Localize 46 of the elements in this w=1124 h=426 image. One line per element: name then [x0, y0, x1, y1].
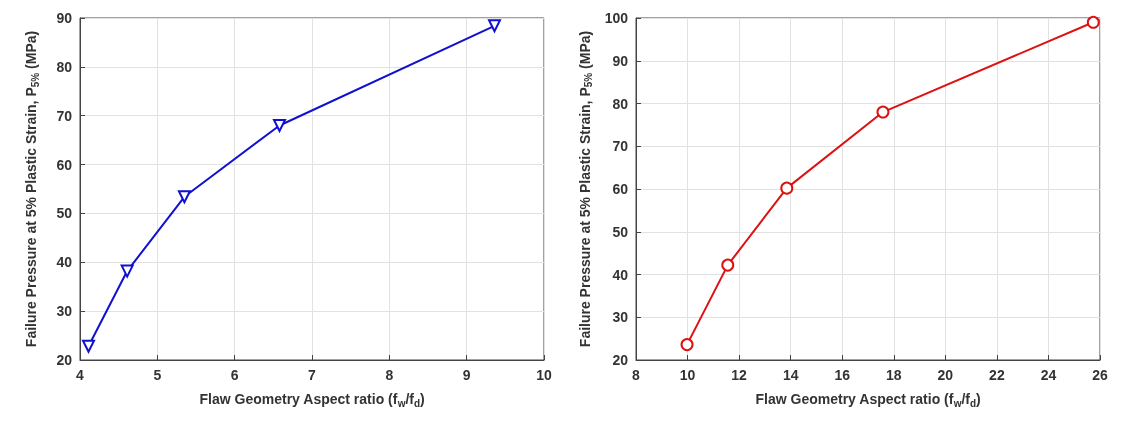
x-tick-label: 16 [834, 367, 851, 383]
y-tick-label: 40 [612, 266, 629, 283]
point [177, 190, 191, 204]
y-tick-label: 50 [612, 223, 629, 240]
point [1086, 15, 1100, 29]
x-tick-label: 14 [782, 367, 799, 383]
y-axis-title: Failure Pressure at 5% Plastic Strain, P5% (MPa) [576, 30, 595, 348]
y-tick-label: 80 [612, 95, 629, 112]
y-tick-label: 70 [56, 107, 73, 124]
x-tick-label: 22 [989, 367, 1005, 383]
point [273, 118, 287, 132]
y-tick-label: 30 [612, 309, 629, 326]
x-tick-label: 6 [230, 367, 239, 383]
y-tick-label: 30 [56, 303, 73, 320]
y-tick-label: 60 [56, 156, 73, 173]
y-tick-label: 60 [612, 181, 629, 197]
y-tick-label: 90 [612, 52, 629, 69]
point [680, 338, 694, 352]
y-tick-label: 90 [56, 10, 73, 26]
x-tick-label: 5 [153, 367, 162, 383]
y-tick-label: 40 [56, 254, 73, 271]
point [82, 339, 96, 353]
y-tick-label: 100 [604, 10, 629, 26]
point [488, 19, 502, 33]
x-tick-label: 10 [536, 367, 552, 383]
x-tick-label: 8 [632, 367, 641, 383]
x-tick-label: 4 [76, 367, 85, 383]
y-tick-label: 20 [56, 352, 73, 368]
x-tick-label: 7 [308, 367, 317, 383]
x-tick-label: 24 [1040, 367, 1057, 383]
x-tick-label: 18 [885, 367, 902, 383]
y-tick-label: 70 [612, 138, 629, 155]
point [120, 264, 134, 278]
y-tick-label: 80 [56, 58, 73, 75]
y-axis-title: Failure Pressure at 5% Plastic Strain, P5% (MPa) [23, 30, 41, 348]
x-tick-label: 20 [937, 367, 954, 383]
x-tick-label: 26 [1092, 367, 1108, 383]
y-tick-label: 50 [56, 205, 73, 222]
point [876, 105, 890, 119]
y-tick-label: 20 [612, 352, 629, 368]
point [721, 258, 735, 272]
x-tick-label: 12 [731, 367, 748, 383]
x-tick-label: 9 [462, 367, 471, 383]
x-tick-label: 10 [679, 367, 696, 383]
x-tick-label: 8 [385, 367, 394, 383]
point [780, 181, 794, 195]
